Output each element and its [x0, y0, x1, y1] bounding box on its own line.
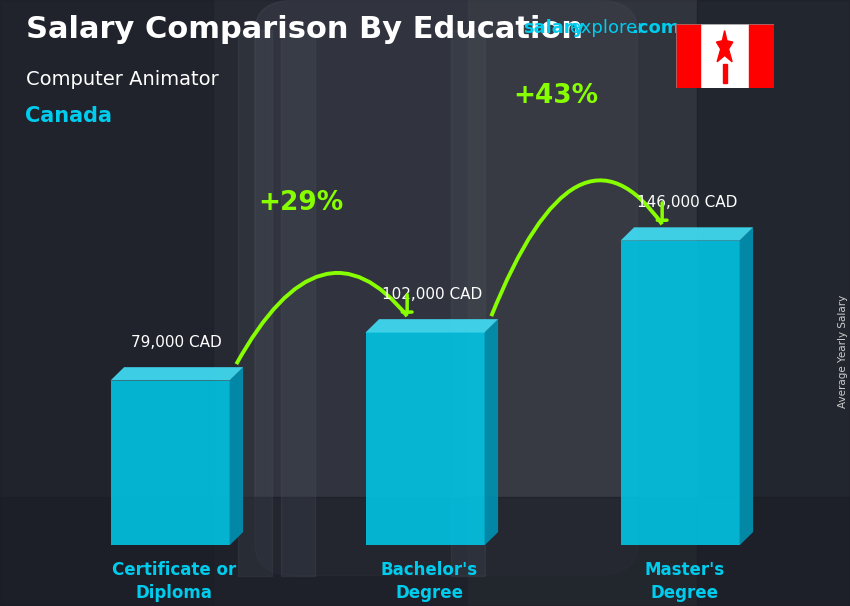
- Bar: [0, 497, 850, 606]
- Bar: [280, 30, 314, 576]
- Bar: [0, 0, 212, 606]
- FancyBboxPatch shape: [255, 0, 638, 576]
- Bar: [468, 0, 850, 606]
- Polygon shape: [110, 367, 243, 381]
- Text: salary: salary: [523, 19, 584, 38]
- Text: Bachelor's
Degree: Bachelor's Degree: [381, 561, 478, 602]
- Text: Master's
Degree: Master's Degree: [644, 561, 724, 602]
- Bar: [676, 24, 700, 88]
- Text: explorer: explorer: [570, 19, 645, 38]
- Text: 79,000 CAD: 79,000 CAD: [132, 335, 222, 350]
- Polygon shape: [620, 227, 753, 241]
- Text: .com: .com: [631, 19, 679, 38]
- Polygon shape: [717, 31, 733, 62]
- Polygon shape: [740, 227, 753, 545]
- Polygon shape: [484, 319, 498, 545]
- Bar: [238, 30, 272, 576]
- Text: Canada: Canada: [26, 106, 112, 126]
- Bar: [620, 241, 740, 545]
- Text: Certificate or
Diploma: Certificate or Diploma: [112, 561, 236, 602]
- Bar: [749, 24, 774, 88]
- Polygon shape: [366, 319, 498, 333]
- Text: +29%: +29%: [258, 190, 343, 216]
- Text: Salary Comparison By Education: Salary Comparison By Education: [26, 15, 582, 44]
- Bar: [722, 64, 727, 83]
- Text: Average Yearly Salary: Average Yearly Salary: [838, 295, 848, 408]
- Polygon shape: [230, 367, 243, 545]
- Text: 146,000 CAD: 146,000 CAD: [637, 195, 737, 210]
- Text: 102,000 CAD: 102,000 CAD: [382, 287, 482, 302]
- Bar: [110, 381, 230, 545]
- Bar: [366, 333, 484, 545]
- Bar: [450, 30, 484, 576]
- Text: +43%: +43%: [513, 83, 598, 109]
- Text: Computer Animator: Computer Animator: [26, 70, 218, 88]
- Bar: [697, 0, 850, 606]
